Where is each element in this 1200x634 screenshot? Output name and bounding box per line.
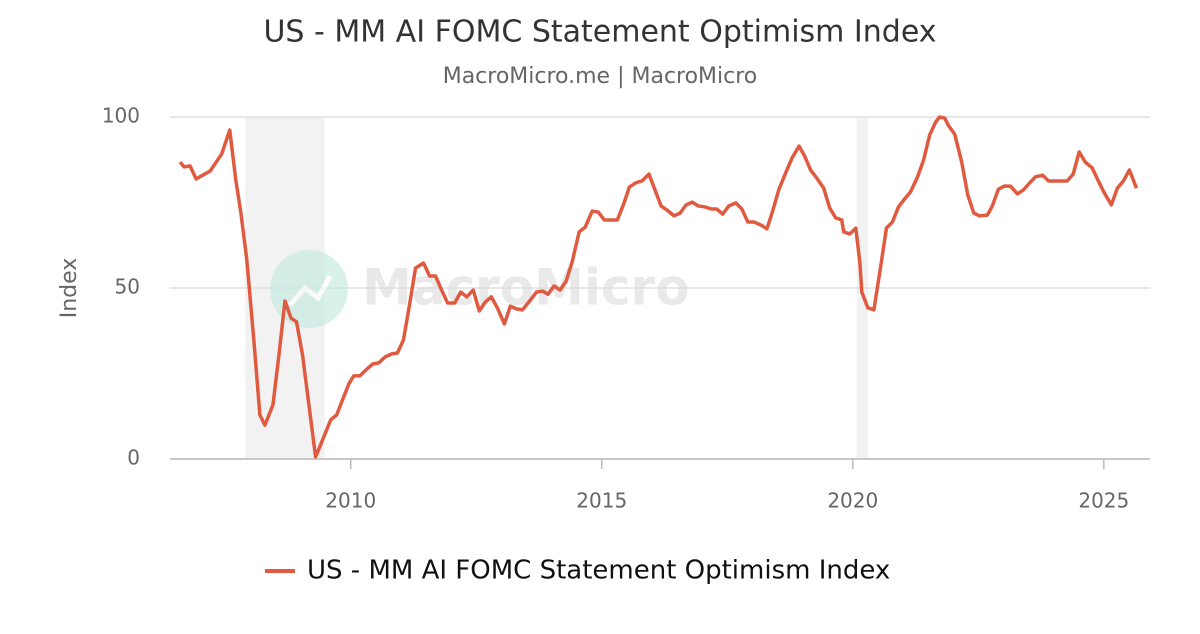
y-axis-label: Index: [57, 258, 82, 319]
x-tick-label: 2015: [576, 489, 627, 513]
line-series: [178, 115, 1139, 459]
plot: [178, 115, 1139, 459]
y-tick-label: 50: [115, 275, 140, 299]
legend-label: US - MM AI FOMC Statement Optimism Index: [307, 556, 890, 586]
y-tick-label: 100: [102, 104, 140, 128]
x-tick-label: 2020: [827, 489, 878, 513]
chart-subtitle: MacroMicro.me | MacroMicro: [443, 64, 758, 89]
watermark: MacroMicro: [270, 250, 690, 328]
x-tick-label: 2025: [1078, 489, 1129, 513]
watermark-logo-line: [288, 274, 333, 307]
x-tick-label: 2010: [325, 489, 376, 513]
y-tick-label: 0: [127, 446, 140, 470]
chart-title: US - MM AI FOMC Statement Optimism Index: [263, 15, 936, 50]
legend: US - MM AI FOMC Statement Optimism Index: [265, 556, 890, 586]
grid: 0 50 100 2010 2015 2020 2025: [102, 104, 1150, 513]
